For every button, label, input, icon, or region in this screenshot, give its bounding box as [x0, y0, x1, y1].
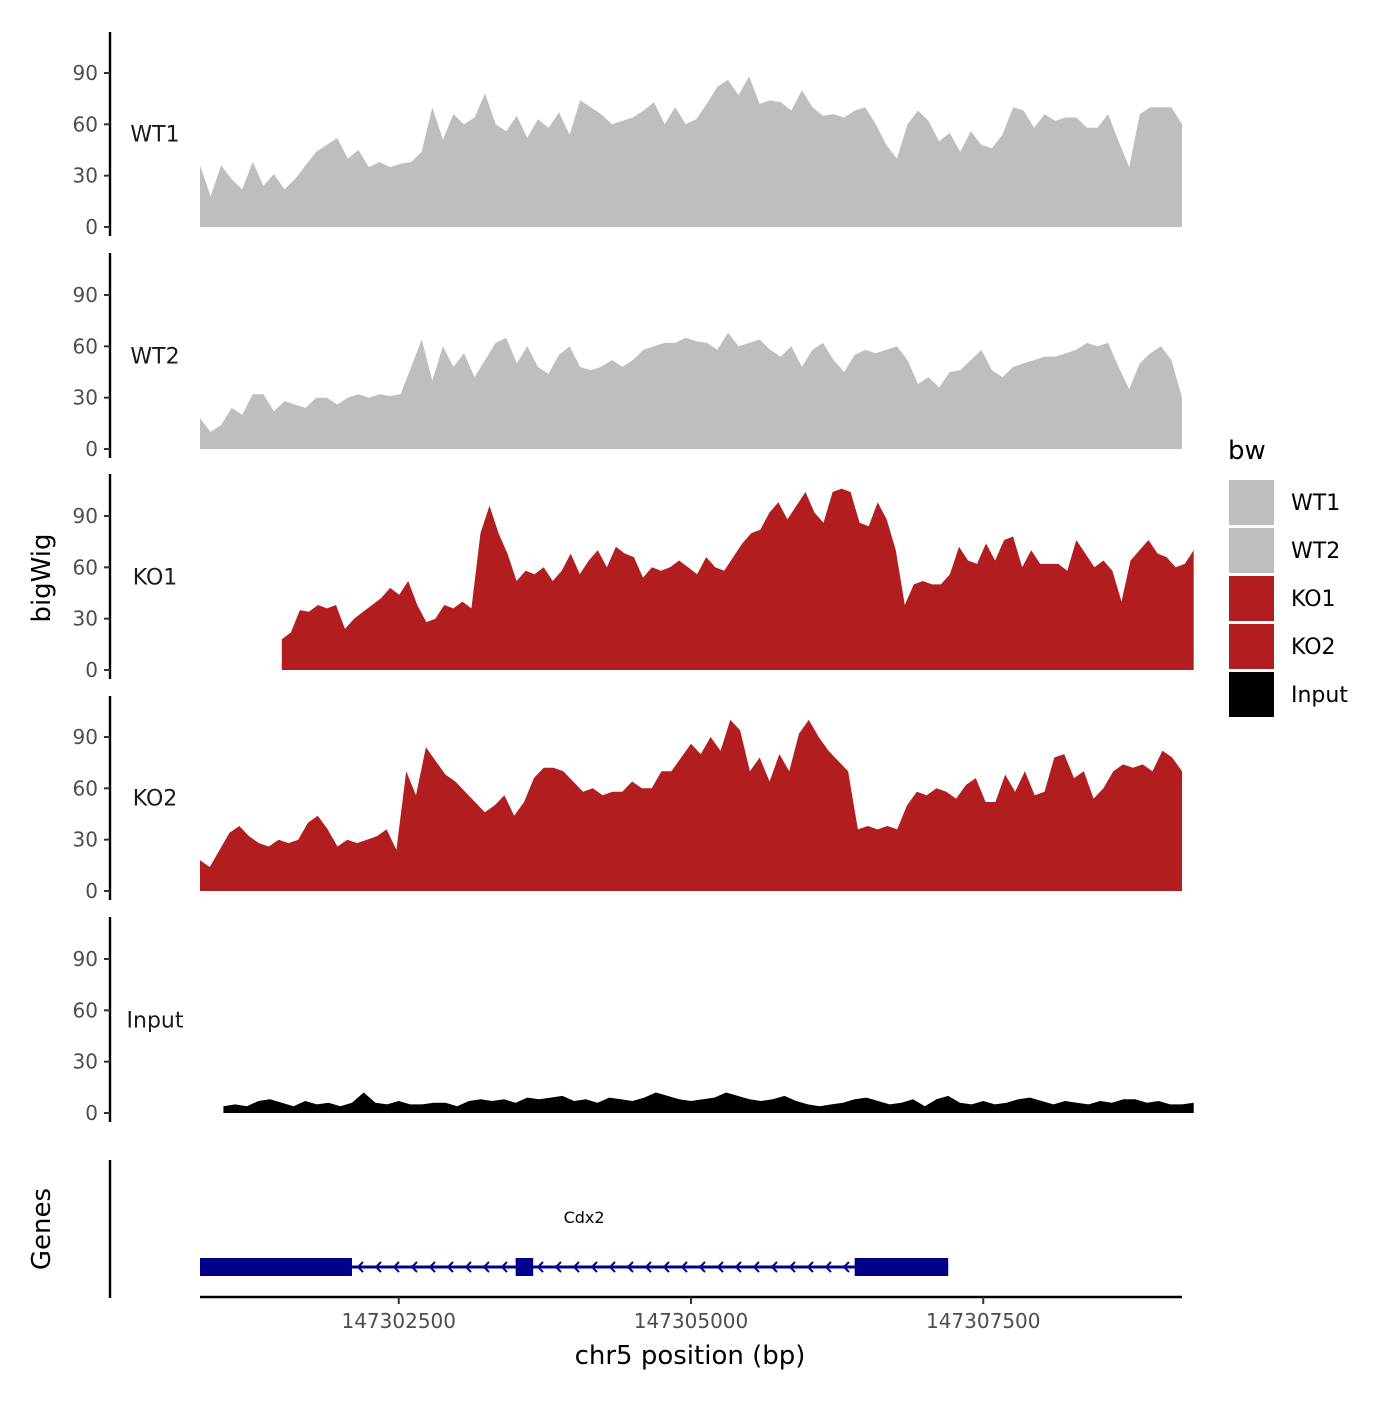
x-tick-label: 147305000: [634, 1309, 749, 1333]
signal-area-wt2: [200, 332, 1182, 449]
legend: bw WT1 WT2 KO1 KO2 Input: [1228, 436, 1348, 717]
y-tick-label: 30: [73, 164, 98, 188]
strand-chevron: [806, 1261, 814, 1273]
y-tick-label: 0: [85, 1101, 98, 1125]
legend-label-wt2: WT2: [1291, 539, 1340, 564]
y-tick-label: 30: [73, 607, 98, 631]
y-tick-label: 30: [73, 386, 98, 410]
y-tick-label: 60: [73, 776, 98, 800]
x-axis-title: chr5 position (bp): [575, 1341, 806, 1371]
strand-chevron: [824, 1261, 832, 1273]
signal-area-wt1: [200, 76, 1182, 228]
strand-chevron: [572, 1261, 580, 1273]
legend-label-input: Input: [1291, 683, 1348, 708]
tracks-layer: 0 30 60 90 WT1 0 30 60 90 WT2 0 30 60 90 KO1 0 30 60 90 KO2…: [73, 32, 1194, 1125]
gene-name-label: Cdx2: [564, 1208, 605, 1227]
strand-chevron: [464, 1261, 472, 1273]
x-tick-label: 147302500: [341, 1309, 456, 1333]
strand-chevron: [626, 1261, 634, 1273]
x-axis: 147302500 147305000 147307500: [200, 1295, 1182, 1333]
strand-chevron: [698, 1261, 706, 1273]
track-label: WT2: [130, 344, 179, 369]
gene-track: Cdx2: [108, 1160, 949, 1298]
y-tick-label: 90: [73, 725, 98, 749]
gene-exon: [854, 1258, 949, 1276]
y-tick-label: 90: [73, 504, 98, 528]
y-tick-label: 30: [73, 1050, 98, 1074]
y-tick-label: 90: [73, 947, 98, 971]
legend-swatch-ko1: [1229, 576, 1274, 621]
strand-chevron: [680, 1261, 688, 1273]
strand-chevron: [716, 1261, 724, 1273]
strand-chevron: [608, 1261, 616, 1273]
legend-label-ko1: KO1: [1291, 587, 1336, 612]
track-wt1: 0 30 60 90 WT1: [73, 32, 1182, 239]
y-tick-label: 0: [85, 879, 98, 903]
track-input: 0 30 60 90 Input: [73, 917, 1194, 1125]
legend-swatch-ko2: [1229, 624, 1274, 669]
signal-area-ko1: [281, 488, 1194, 670]
signal-area-input: [223, 1092, 1194, 1113]
legend-label-wt1: WT1: [1291, 491, 1340, 516]
y-tick-label: 60: [73, 555, 98, 579]
strand-chevron: [590, 1261, 598, 1273]
strand-chevron: [554, 1261, 562, 1273]
track-label: KO1: [133, 565, 178, 590]
track-ko2: 0 30 60 90 KO2: [73, 696, 1182, 903]
strand-chevron: [842, 1261, 850, 1273]
strand-chevron: [500, 1261, 508, 1273]
genes-axis-title: Genes: [27, 1188, 57, 1270]
legend-swatch-wt2: [1229, 528, 1274, 573]
y-tick-label: 60: [73, 998, 98, 1022]
y-tick-label: 60: [73, 112, 98, 136]
legend-label-ko2: KO2: [1291, 635, 1336, 660]
strand-chevron: [770, 1261, 778, 1273]
strand-chevron: [410, 1261, 418, 1273]
strand-chevron: [752, 1261, 760, 1273]
x-tick-label: 147307500: [926, 1309, 1041, 1333]
strand-chevron: [734, 1261, 742, 1273]
track-label: Input: [127, 1008, 184, 1033]
strand-chevron: [392, 1261, 400, 1273]
y-tick-label: 60: [73, 334, 98, 358]
legend-swatch-wt1: [1229, 480, 1274, 525]
legend-swatch-input: [1229, 672, 1274, 717]
track-wt2: 0 30 60 90 WT2: [73, 253, 1182, 461]
track-label: KO2: [133, 786, 178, 811]
strand-chevron: [428, 1261, 436, 1273]
y-tick-label: 0: [85, 437, 98, 461]
y-tick-label: 30: [73, 828, 98, 852]
strand-chevron: [644, 1261, 652, 1273]
y-tick-label: 0: [85, 215, 98, 239]
y-tick-label: 90: [73, 61, 98, 85]
y-axis-title: bigWig: [27, 533, 57, 622]
track-ko1: 0 30 60 90 KO1: [73, 474, 1194, 682]
strand-chevron: [788, 1261, 796, 1273]
gene-exon: [515, 1258, 534, 1276]
strand-chevron: [536, 1261, 544, 1273]
y-tick-label: 90: [73, 283, 98, 307]
gene-exon: [200, 1258, 352, 1276]
signal-area-ko2: [200, 719, 1182, 891]
strand-chevron: [356, 1261, 364, 1273]
legend-title: bw: [1228, 436, 1266, 466]
strand-chevron: [374, 1261, 382, 1273]
strand-chevron: [482, 1261, 490, 1273]
y-tick-label: 0: [85, 658, 98, 682]
track-label: WT1: [130, 122, 179, 147]
strand-chevron: [446, 1261, 454, 1273]
strand-chevron: [662, 1261, 670, 1273]
